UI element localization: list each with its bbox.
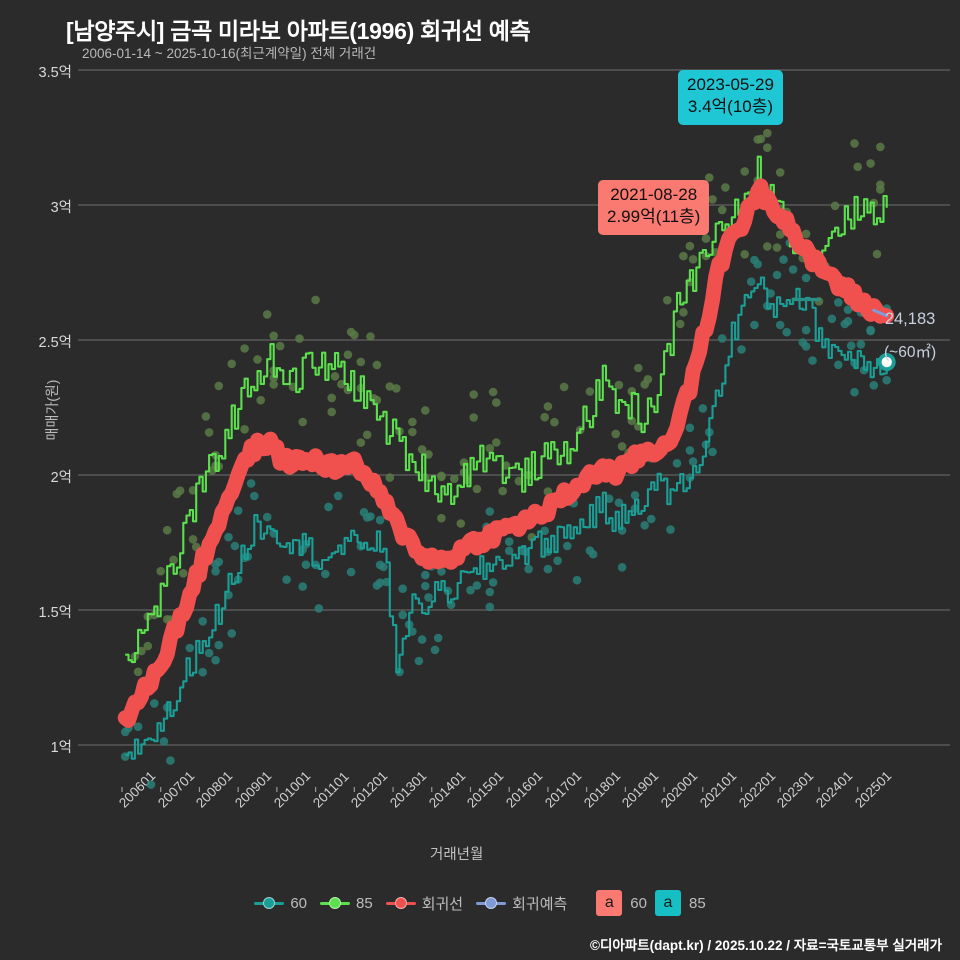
callout-red-date: 2021-08-28 xyxy=(610,185,698,204)
line-series-regression-forecast xyxy=(872,308,889,318)
line-series-regression xyxy=(117,178,895,728)
legend-label: 회귀예측 xyxy=(512,895,568,913)
legend-label: 60 xyxy=(290,894,307,912)
footer-credit: ©디아파트(dapt.kr) / 2025.10.22 / 자료=국토교통부 실… xyxy=(590,938,942,953)
callout-max-trade[interactable]: 2023-05-29 3.4억(10층) xyxy=(678,70,783,125)
y-tick-label: 3.5억 xyxy=(38,65,73,81)
legend-item-60[interactable]: 60 xyxy=(254,895,307,912)
y-tick-label: 2억 xyxy=(50,470,72,486)
y-tick-label: 3억 xyxy=(50,200,72,216)
y-tick-label: 1억 xyxy=(50,740,72,756)
last-point-marker[interactable] xyxy=(881,356,892,368)
chart-legend: 60 85 회귀선 회귀예측 a 60 a 85 xyxy=(0,890,960,916)
chart-canvas xyxy=(78,69,950,792)
legend-marker-icon xyxy=(320,896,350,910)
legend-item-회귀예측[interactable]: 회귀예측 xyxy=(476,893,567,914)
badge-annotation-toggle-60[interactable]: a xyxy=(596,890,623,916)
line-series-60 xyxy=(125,276,888,760)
legend-marker-icon xyxy=(476,896,507,910)
last-value: 24,183 xyxy=(884,310,936,328)
x-axis-title: 거래년월 xyxy=(430,847,484,863)
legend-label: 회귀선 xyxy=(421,895,464,913)
y-axis-ticks: 3.5억 3억 2.5억 2억 1.5억 1억 xyxy=(0,0,73,960)
callout-regression-peak[interactable]: 2021-08-28 2.99억(11층) xyxy=(598,180,710,235)
legend-label: 85 xyxy=(356,894,373,912)
badge-label: 60 xyxy=(630,894,647,912)
badge-annotation-toggle-85[interactable]: a xyxy=(654,890,681,916)
legend-item-85[interactable]: 85 xyxy=(320,895,373,912)
y-tick-label: 2.5억 xyxy=(38,335,73,351)
plot-area xyxy=(78,66,950,792)
page-title: [남양주시] 금곡 미라보 아파트(1996) 회귀선 예측 xyxy=(66,18,531,44)
page-subtitle: 2006-01-14 ~ 2025-10-16(최근계약일) 전체 거래건 xyxy=(82,46,377,61)
callout-teal-date: 2023-05-29 xyxy=(687,75,774,94)
callout-red-value: 2.99억(11층) xyxy=(607,207,701,227)
badge-label: 85 xyxy=(688,894,706,912)
callout-teal-value: 3.4억(10층) xyxy=(687,97,774,117)
last-value-annotation: 24,183 (~60㎡) xyxy=(884,310,936,362)
line-series-85 xyxy=(125,155,888,664)
legend-marker-icon xyxy=(254,896,285,910)
legend-marker-icon xyxy=(385,896,416,910)
gridlines xyxy=(78,69,950,746)
legend-badges: a 60 a 85 xyxy=(596,890,706,916)
y-tick-label: 1.5억 xyxy=(38,605,73,621)
legend-item-회귀선[interactable]: 회귀선 xyxy=(385,893,464,914)
last-value-unit: (~60㎡) xyxy=(884,344,937,361)
x-tick-marks xyxy=(121,787,859,792)
